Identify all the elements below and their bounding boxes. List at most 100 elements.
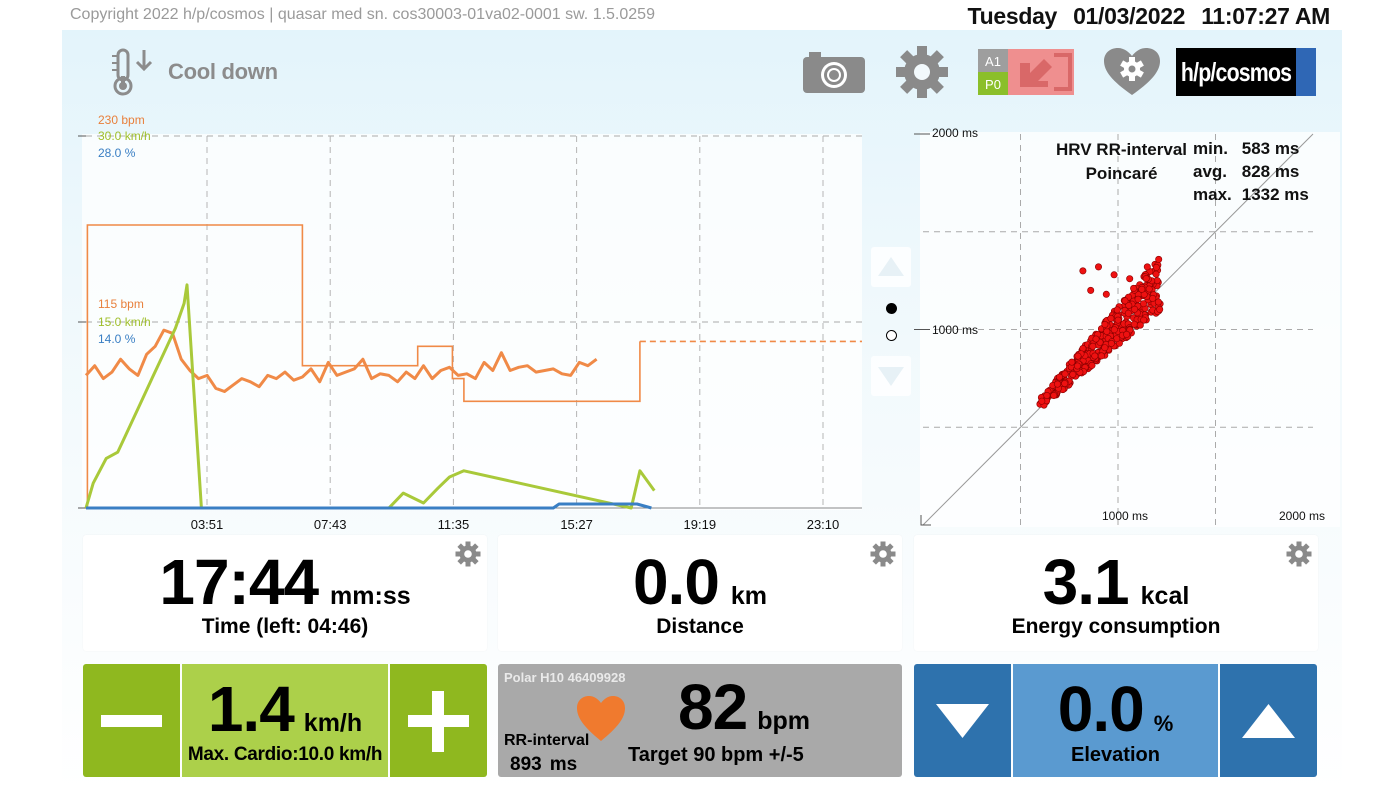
distance-tile[interactable]: 0.0 km Distance [498,535,902,651]
hrv-title: HRV RR-interval Poincaré [1056,138,1187,186]
chart-x-tick-label: 07:43 [314,517,347,532]
chart-page-down-button[interactable] [871,356,911,396]
status-bar: Copyright 2022 h/p/cosmos | quasar med s… [0,0,1400,30]
hrv-stat-max: max. 1332 ms [1193,185,1309,204]
poincare-plot-area: 2000 ms 1000 ms 1000 ms 2000 ms [914,126,1325,526]
poincare-point [1054,380,1062,388]
axis-top-elevation: 28.0 % [98,146,136,160]
minus-icon [101,715,162,727]
triangle-up-icon [1242,704,1295,738]
poincare-point [1123,330,1131,338]
poincare-point [1101,320,1109,328]
date: 01/03/2022 [1073,3,1186,29]
poincare-point [1138,285,1146,293]
energy-settings-gear-icon[interactable] [1286,541,1312,567]
hrv-stats: min. 583 ms avg. 828 ms max. 1332 ms [1193,137,1309,206]
poincare-point [1154,298,1162,306]
poincare-point [1131,305,1139,313]
gear-icon [896,46,948,98]
speed-caption: Max. Cardio:10.0 km/h [187,744,383,765]
speed-decrease-button[interactable] [83,664,180,777]
chart-x-tick-label: 15:27 [560,517,593,532]
poincare-point [1074,352,1082,360]
poincare-point [1050,391,1058,399]
energy-tile[interactable]: 3.1 kcal Energy consumption [914,535,1318,651]
hr-target-line [86,224,641,508]
a1-p0-profile-icon: A1 P0 [978,49,1074,95]
poincare-point [1038,397,1046,405]
time-tile[interactable]: 17:44 mm:ss Time (left: 04:46) [83,535,487,651]
poincare-x-mid-label: 1000 ms [1102,509,1148,523]
poincare-point [1098,352,1106,360]
poincare-y-top-label: 2000 ms [932,126,978,140]
chart-x-tick-label: 23:10 [807,517,840,532]
speed-increase-button[interactable] [390,664,487,777]
poincare-point [1125,301,1133,309]
energy-value: 3.1 [1042,546,1130,618]
poincare-point [1069,370,1077,378]
heart-rate-line [84,328,598,393]
rr-interval-unit: ms [549,754,578,775]
triangle-down-icon [936,704,989,738]
poincare-point [1061,370,1069,378]
poincare-point [1126,275,1134,283]
heart-icon [577,696,625,741]
chart-x-tick-label: 19:19 [684,517,717,532]
elevation-increase-button[interactable] [1220,664,1317,777]
elevation-value: 0.0 [1057,673,1145,745]
distance-settings-gear-icon[interactable] [870,541,896,567]
poincare-point [1152,270,1160,278]
poincare-point [1089,342,1097,350]
elevation-line [86,502,652,510]
poincare-y-mid-label: 1000 ms [932,323,978,337]
poincare-point [1110,271,1118,279]
brand-logo: h/p/cosmos [1176,48,1316,96]
poincare-point [1043,391,1051,399]
heart-rate-display[interactable]: Polar H10 46409928 RR-interval 893 ms 82 b… [498,664,902,777]
poincare-point [1091,352,1099,360]
poincare-point [1113,306,1121,314]
rr-interval-value: 893 [510,754,542,775]
poincare-x-max-label: 2000 ms [1279,509,1325,523]
heart-rate-settings-button[interactable] [1100,48,1164,96]
elevation-display: 0.0% Elevation [1013,664,1218,777]
distance-value: 0.0 [632,546,720,618]
distance-unit: km [730,582,768,610]
energy-caption: Energy consumption [1011,615,1221,638]
axis-mid-elevation: 14.0 % [98,332,136,346]
axis-top-speed: 30.0 km/h [98,129,151,143]
copyright-text: Copyright 2022 h/p/cosmos | quasar med s… [70,6,655,23]
poincare-point [1134,295,1142,303]
time-settings-gear-icon[interactable] [455,541,481,567]
thermometer-down-icon [112,48,153,96]
clock: 11:07:27 AM [1201,3,1330,29]
screenshot-button[interactable] [801,48,867,96]
poincare-point [1102,290,1110,298]
poincare-point [1114,316,1122,324]
badge-p: P0 [985,77,1001,92]
chart-x-tick-label: 11:35 [438,517,470,532]
axis-mid-hr: 115 bpm [98,297,144,311]
elevation-decrease-button[interactable] [914,664,1011,777]
time-caption: Time (left: 04:46) [201,615,369,638]
poincare-point [1149,294,1157,302]
settings-button[interactable] [894,46,950,98]
sensor-name: Polar H10 46409928 [504,670,626,685]
chart-page-up-button[interactable] [871,247,911,287]
poincare-point [1152,263,1160,271]
poincare-point [1087,286,1095,294]
profile-selector-button[interactable]: A1 P0 [977,48,1075,96]
poincare-point [1074,362,1082,370]
hrv-title-line1: HRV RR-interval [1056,140,1187,159]
axis-mid-speed: 15.0 km/h [98,315,151,329]
program-phase: Cool down [108,44,278,100]
page-indicator-inactive[interactable] [886,330,897,341]
poincare-point [1130,284,1138,292]
poincare-axis-corner [920,515,931,526]
weekday: Tuesday [967,3,1058,29]
page-indicator-active [886,303,897,314]
plus-icon [408,691,469,752]
poincare-point [1107,339,1115,347]
rr-interval-label: RR-interval [504,732,590,749]
hrv-title-line2: Poincaré [1085,164,1158,183]
